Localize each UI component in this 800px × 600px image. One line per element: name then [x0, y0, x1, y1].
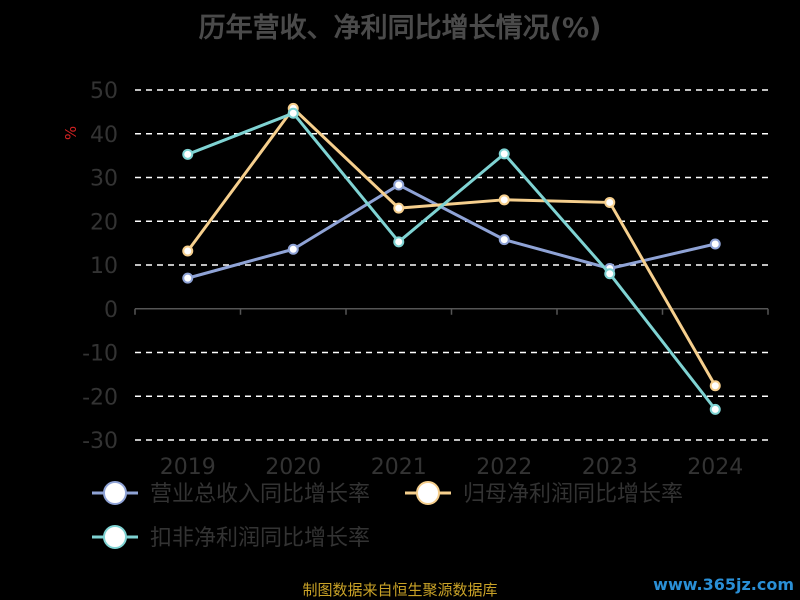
data-point	[393, 202, 405, 214]
y-axis-label: %	[62, 126, 80, 140]
y-tick-label: -10	[82, 342, 118, 367]
legend-label: 营业总收入同比增长率	[150, 482, 370, 507]
source-note: 制图数据来自恒生聚源数据库	[302, 581, 498, 599]
data-point	[498, 148, 510, 160]
legend-swatch-marker	[416, 481, 440, 505]
x-tick-label: 2020	[265, 455, 321, 480]
legend-label: 归母净利润同比增长率	[463, 482, 683, 507]
x-tick-label: 2022	[476, 455, 532, 480]
series-line	[187, 111, 717, 411]
data-point	[182, 245, 194, 257]
series-lines	[182, 102, 721, 415]
x-tick-label: 2024	[687, 455, 743, 480]
legend-label: 扣非净利润同比增长率	[150, 526, 370, 551]
y-tick-label: 10	[90, 254, 118, 279]
grid-lines	[135, 89, 768, 441]
legend-swatch-marker	[103, 525, 127, 549]
data-point	[182, 148, 194, 160]
data-point	[709, 403, 721, 415]
x-tick-label: 2023	[582, 455, 638, 480]
y-tick-label: -30	[82, 429, 118, 454]
y-tick-label: 0	[104, 298, 118, 323]
data-point	[709, 380, 721, 392]
y-tick-label: 30	[90, 167, 118, 192]
chart-title: 历年营收、净利同比增长情况(%)	[198, 13, 602, 44]
data-point	[498, 194, 510, 206]
series-line	[186, 106, 717, 387]
x-tick-label: 2021	[371, 455, 427, 480]
x-tick-label: 2019	[160, 455, 216, 480]
data-point	[709, 238, 721, 250]
watermark: www.365jz.com	[653, 575, 794, 594]
data-point	[604, 268, 616, 280]
y-tick-label: 50	[90, 79, 118, 104]
data-point	[498, 234, 510, 246]
data-point	[287, 243, 299, 255]
data-point	[393, 179, 405, 191]
y-tick-label: 20	[90, 210, 118, 235]
legend-swatch-marker	[103, 481, 127, 505]
axes: 50 40 30 20 10 0 -10 -20 -30% 2019 2020 2021 2022 202…	[62, 79, 769, 480]
data-point	[287, 107, 299, 119]
data-point	[182, 272, 194, 284]
data-point	[604, 196, 616, 208]
series-line	[187, 183, 716, 280]
data-point	[393, 236, 405, 248]
y-tick-label: 40	[90, 123, 118, 148]
y-tick-label: -20	[82, 385, 118, 410]
